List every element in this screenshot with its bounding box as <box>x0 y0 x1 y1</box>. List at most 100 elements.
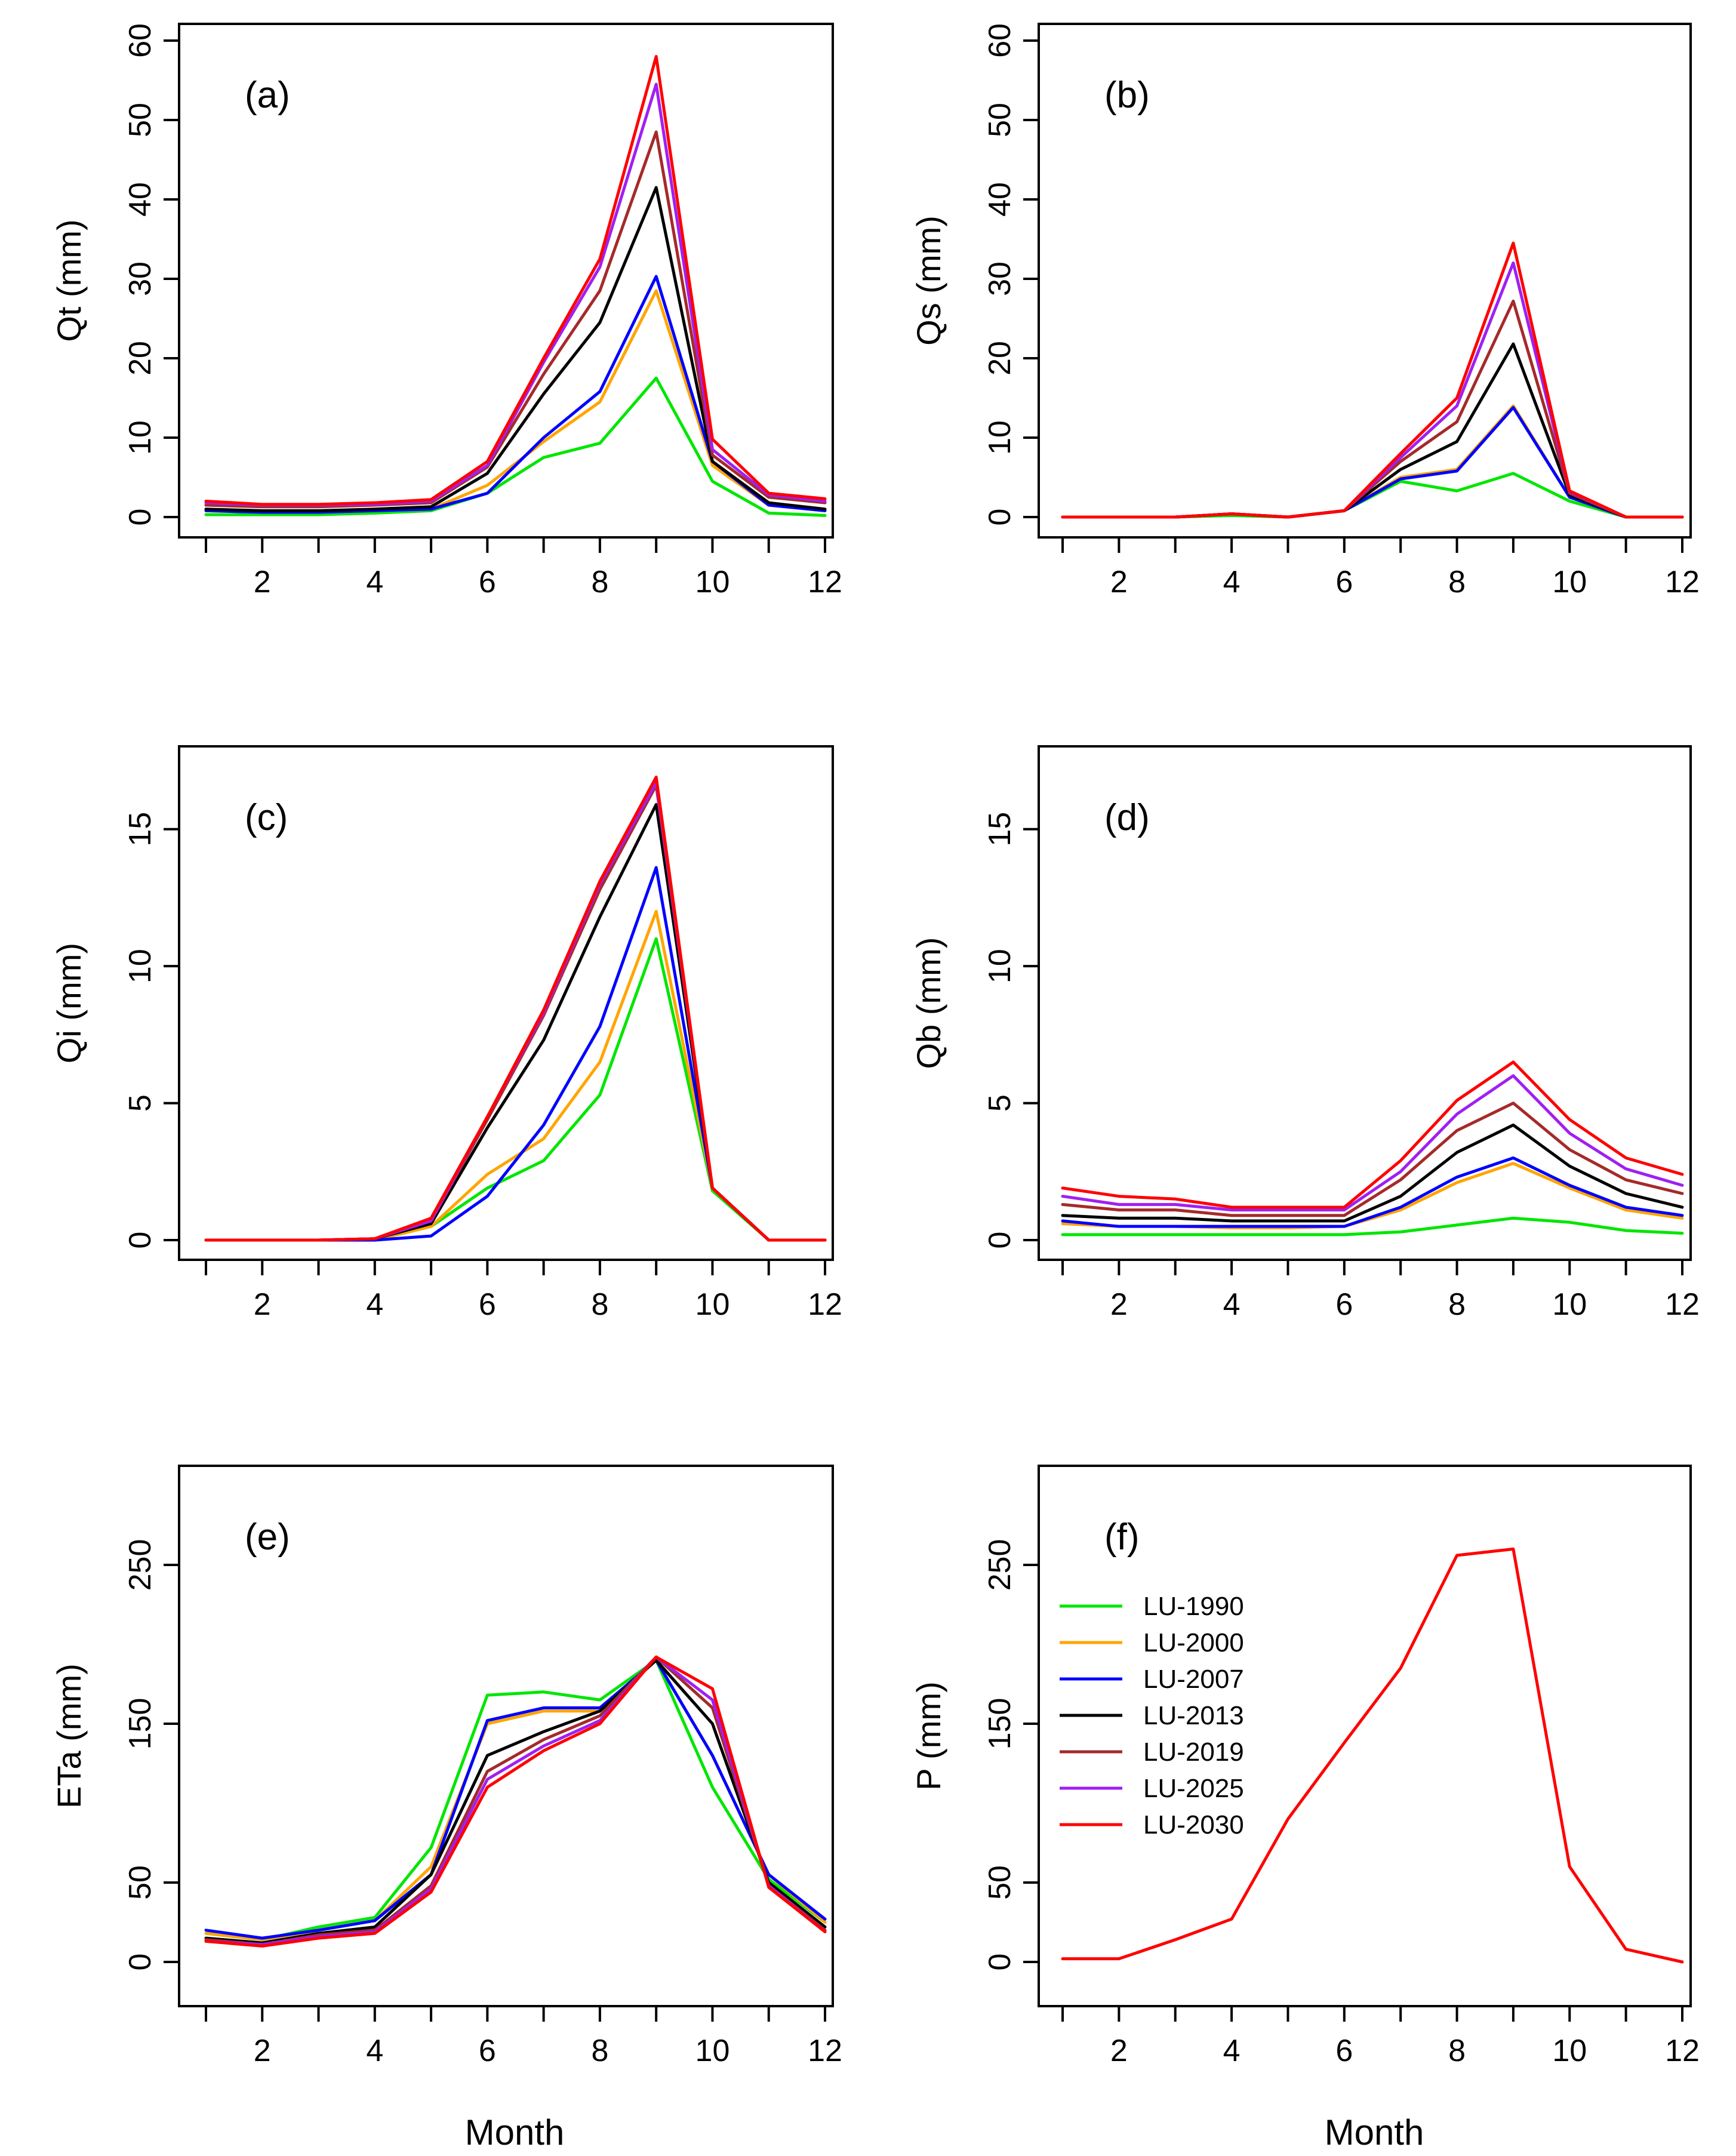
series-line-lu-2019 <box>1061 1102 1684 1217</box>
series-line-lu-2030 <box>1061 1060 1684 1209</box>
series-line-lu-2007 <box>1061 1156 1684 1228</box>
y-tick-label: 10 <box>983 420 1017 455</box>
series-line-lu-2030 <box>1061 241 1684 519</box>
x-tick-label: 6 <box>1335 1287 1353 1322</box>
y-tick-label: 15 <box>983 812 1017 847</box>
y-axis-label: Qs (mm) <box>910 216 947 346</box>
plot-frame <box>178 23 834 539</box>
y-tick-label: 30 <box>983 262 1017 296</box>
x-tick-label: 6 <box>479 1287 496 1322</box>
legend-entry-lu-2030: LU-2030 <box>1143 1810 1244 1840</box>
plot-frame <box>1038 1465 1692 2007</box>
series-line-lu-1990 <box>204 1659 827 1942</box>
plot-frame <box>1038 745 1692 1261</box>
series-line-lu-2030 <box>204 1655 827 1948</box>
x-tick-label: 4 <box>1223 1287 1241 1322</box>
series-line-lu-2025 <box>204 1655 827 1946</box>
series-line-lu-1990 <box>204 376 827 517</box>
x-tick-label: 6 <box>1335 565 1353 599</box>
y-tick-label: 10 <box>983 949 1017 983</box>
plot-frame <box>1038 23 1692 539</box>
x-tick-label: 12 <box>808 1287 842 1322</box>
legend-entry-lu-2000: LU-2000 <box>1143 1628 1244 1657</box>
x-tick-label: 10 <box>695 1287 730 1322</box>
y-tick-label: 250 <box>983 1539 1017 1591</box>
series-line-lu-2007 <box>204 1659 827 1940</box>
x-tick-label: 6 <box>479 2034 496 2068</box>
x-tick-label: 8 <box>1448 1287 1466 1322</box>
y-tick-label: 10 <box>123 420 158 455</box>
x-tick-label: 2 <box>1110 2034 1128 2068</box>
y-tick-label: 50 <box>123 1865 158 1900</box>
y-tick-label: 0 <box>983 509 1017 526</box>
y-tick-label: 60 <box>983 23 1017 58</box>
y-tick-label: 20 <box>983 341 1017 376</box>
legend-entry-lu-2019: LU-2019 <box>1143 1737 1244 1767</box>
y-axis-label: ETa (mm) <box>50 1663 88 1809</box>
legend-entry-lu-1990: LU-1990 <box>1143 1592 1244 1621</box>
series-line-lu-2025 <box>1061 1074 1684 1212</box>
x-tick-label: 12 <box>1665 1287 1700 1322</box>
x-axis-label-right: Month <box>1325 2112 1424 2152</box>
y-tick-label: 60 <box>123 23 158 58</box>
series-line-lu-2013 <box>204 1659 827 1945</box>
y-tick-label: 0 <box>123 509 158 526</box>
y-tick-label: 5 <box>123 1094 158 1112</box>
x-tick-label: 8 <box>1448 565 1466 599</box>
x-tick-label: 8 <box>591 2034 608 2068</box>
series-line-lu-2030 <box>204 776 827 1242</box>
x-tick-label: 8 <box>1448 2034 1466 2068</box>
series-line-lu-2013 <box>1061 1123 1684 1223</box>
y-tick-label: 0 <box>983 1954 1017 1971</box>
panel-label: (e) <box>245 1517 290 1558</box>
x-tick-label: 12 <box>808 565 842 599</box>
y-tick-label: 20 <box>123 341 158 376</box>
legend-entry-lu-2013: LU-2013 <box>1143 1701 1244 1730</box>
x-tick-label: 4 <box>1223 565 1241 599</box>
panel-label: (c) <box>245 797 288 838</box>
x-tick-label: 6 <box>479 565 496 599</box>
panel-f: 0 50 150 250 2 4 6 8 10 12 P (mm) (f) <box>910 1465 1700 2068</box>
y-axis-label: Qb (mm) <box>910 937 947 1069</box>
y-tick-label: 250 <box>123 1539 158 1591</box>
y-tick-label: 50 <box>983 103 1017 137</box>
panel-label: (f) <box>1104 1517 1140 1558</box>
panel-label: (d) <box>1104 797 1150 838</box>
series-line-lu-2030 <box>204 55 827 506</box>
y-tick-label: 150 <box>123 1698 158 1750</box>
y-tick-label: 5 <box>983 1094 1017 1112</box>
x-tick-label: 2 <box>1110 1287 1128 1322</box>
y-tick-label: 15 <box>123 812 158 847</box>
x-tick-label: 10 <box>1552 1287 1587 1322</box>
panel-c: 0 5 10 15 2 4 6 8 10 12 Qi (mm) (c) <box>50 745 842 1322</box>
y-tick-label: 50 <box>123 103 158 137</box>
series-line-lu-1990 <box>1061 1216 1684 1237</box>
legend-entry-lu-2007: LU-2007 <box>1143 1665 1244 1694</box>
series-line-lu-2019 <box>204 130 827 509</box>
y-tick-label: 0 <box>123 1954 158 1971</box>
series-line-lu-2030 <box>1061 1547 1684 1964</box>
x-tick-label: 10 <box>1552 565 1587 599</box>
y-tick-label: 0 <box>123 1232 158 1249</box>
x-tick-label: 2 <box>254 1287 271 1322</box>
panel-label: (b) <box>1104 75 1150 116</box>
panel-a: 0 10 20 30 40 50 60 2 4 6 8 10 12 Qt (mm) (a) <box>50 23 842 599</box>
x-tick-label: 6 <box>1335 2034 1353 2068</box>
panel-b: 0 10 20 30 40 50 60 2 4 6 8 10 12 Qs (mm) (b) <box>910 23 1700 599</box>
x-tick-label: 8 <box>591 565 608 599</box>
x-tick-label: 10 <box>695 565 730 599</box>
y-axis-label: Qi (mm) <box>50 943 88 1063</box>
x-tick-label: 12 <box>808 2034 842 2068</box>
y-tick-label: 30 <box>123 262 158 296</box>
x-tick-label: 12 <box>1665 565 1700 599</box>
y-tick-label: 40 <box>123 182 158 217</box>
legend-entry-lu-2025: LU-2025 <box>1143 1774 1244 1803</box>
x-tick-label: 12 <box>1665 2034 1700 2068</box>
y-tick-label: 0 <box>983 1232 1017 1249</box>
plot-frame <box>178 745 834 1261</box>
y-axis-label: P (mm) <box>910 1681 947 1791</box>
plot-frame <box>178 1465 834 2007</box>
